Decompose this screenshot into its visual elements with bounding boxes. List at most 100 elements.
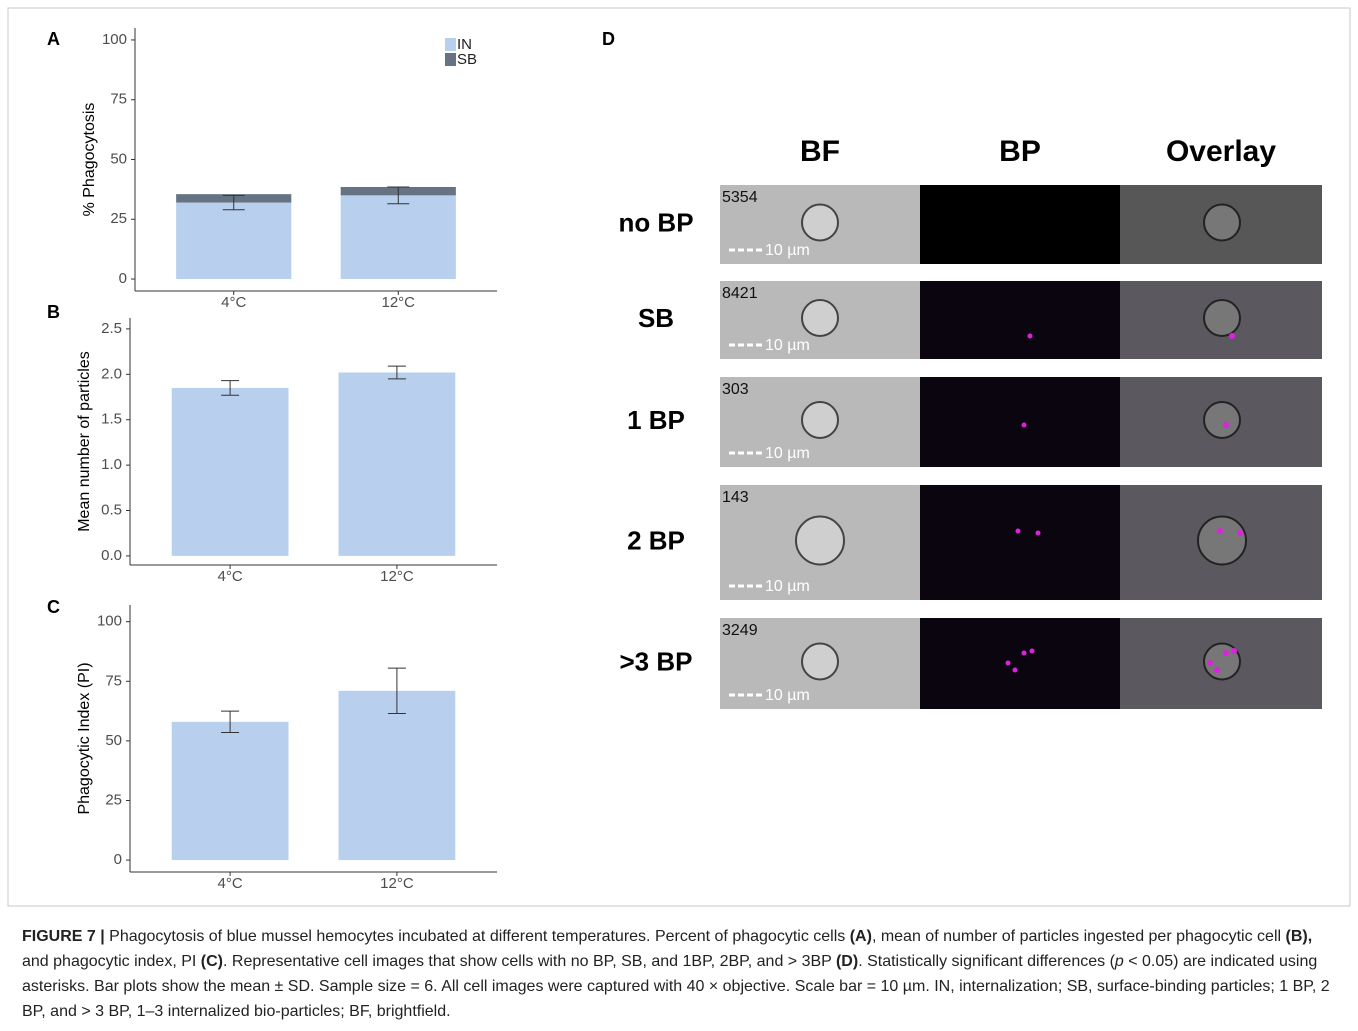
particle xyxy=(1036,531,1041,536)
column-header: BP xyxy=(999,135,1041,168)
x-tick-label: 12°C xyxy=(380,875,414,892)
x-tick-label: 4°C xyxy=(217,875,242,892)
particle xyxy=(1028,334,1033,339)
bar-segment xyxy=(176,203,291,280)
cell-id: 303 xyxy=(722,381,749,398)
caption-text: . Statistically significant differences … xyxy=(858,953,1115,970)
particle xyxy=(1016,529,1021,534)
particle xyxy=(1214,667,1220,673)
panel-label: B xyxy=(47,302,60,322)
particle xyxy=(1223,422,1229,428)
y-tick-label: 50 xyxy=(110,150,127,167)
caption-ref: (C) xyxy=(201,953,223,970)
cell xyxy=(802,644,838,680)
caption-ref: (B), xyxy=(1286,928,1313,945)
cell xyxy=(796,517,844,565)
particle xyxy=(1022,651,1027,656)
bp-image xyxy=(920,281,1120,359)
bp-image xyxy=(920,185,1120,264)
cell xyxy=(1198,517,1246,565)
y-tick-label: 25 xyxy=(110,210,127,227)
bp-image xyxy=(920,618,1120,709)
particle xyxy=(1229,333,1235,339)
bp-image xyxy=(920,377,1120,467)
y-tick-label: 1.5 xyxy=(101,411,122,428)
y-axis-title: Phagocytic Index (PI) xyxy=(76,662,93,814)
scale-label: 10 µm xyxy=(765,578,810,595)
caption-ref: (A) xyxy=(850,928,872,945)
particle xyxy=(1207,660,1213,666)
caption-label: FIGURE 7 | xyxy=(22,928,105,945)
particle xyxy=(1030,649,1035,654)
caption-text: Phagocytosis of blue mussel hemocytes in… xyxy=(105,928,850,945)
particle xyxy=(1006,661,1011,666)
particle xyxy=(1223,650,1229,656)
cell-id: 5354 xyxy=(722,189,758,206)
column-header: Overlay xyxy=(1166,135,1276,168)
y-tick-label: 75 xyxy=(105,672,122,689)
bar xyxy=(339,691,456,860)
row-label: no BP xyxy=(618,207,693,237)
y-tick-label: 25 xyxy=(105,791,122,808)
page: A% Phagocytosis02550751004°C12°CINSBBMea… xyxy=(0,0,1358,1031)
y-tick-label: 0 xyxy=(114,851,122,868)
scale-label: 10 µm xyxy=(765,445,810,462)
cell-id: 3249 xyxy=(722,622,758,639)
panel-label: A xyxy=(47,29,60,49)
caption: FIGURE 7 | Phagocytosis of blue mussel h… xyxy=(22,924,1340,1024)
scale-label: 10 µm xyxy=(765,242,810,259)
y-tick-label: 2.5 xyxy=(101,320,122,337)
bar xyxy=(172,722,289,860)
y-tick-label: 75 xyxy=(110,91,127,108)
y-tick-label: 0.0 xyxy=(101,547,122,564)
y-axis-title: % Phagocytosis xyxy=(81,103,98,217)
y-tick-label: 2.0 xyxy=(101,365,122,382)
y-tick-label: 50 xyxy=(105,732,122,749)
row-label: 2 BP xyxy=(627,525,685,555)
y-tick-label: 100 xyxy=(102,31,127,48)
legend-label: SB xyxy=(457,51,477,68)
column-header: BF xyxy=(800,135,840,168)
legend-swatch xyxy=(445,38,456,51)
bar xyxy=(172,388,289,556)
caption-italic: p xyxy=(1115,953,1124,970)
particle xyxy=(1217,528,1223,534)
y-tick-label: 0.5 xyxy=(101,501,122,518)
legend-swatch xyxy=(445,53,456,66)
particle xyxy=(1231,648,1237,654)
cell-id: 8421 xyxy=(722,285,758,302)
cell xyxy=(802,300,838,336)
x-tick-label: 12°C xyxy=(380,568,414,585)
x-tick-label: 4°C xyxy=(217,568,242,585)
caption-ref: (D) xyxy=(836,953,858,970)
y-tick-label: 1.0 xyxy=(101,456,122,473)
row-label: 1 BP xyxy=(627,405,685,435)
caption-text: , mean of number of particles ingested p… xyxy=(872,928,1286,945)
y-tick-label: 100 xyxy=(97,613,122,630)
panel-label: C xyxy=(47,597,60,617)
cell xyxy=(1204,205,1240,241)
row-label: SB xyxy=(638,303,674,333)
x-tick-label: 12°C xyxy=(382,294,416,311)
y-tick-label: 0 xyxy=(119,270,127,287)
bp-image xyxy=(920,485,1120,600)
cell xyxy=(1204,300,1240,336)
bar xyxy=(339,372,456,555)
scale-label: 10 µm xyxy=(765,687,810,704)
cell xyxy=(802,402,838,438)
y-axis-title: Mean number of particles xyxy=(76,351,93,532)
scale-label: 10 µm xyxy=(765,337,810,354)
panel-label: D xyxy=(602,29,615,49)
cell xyxy=(1204,402,1240,438)
particle xyxy=(1237,530,1243,536)
cell-id: 143 xyxy=(722,489,749,506)
x-tick-label: 4°C xyxy=(221,294,246,311)
caption-text: and phagocytic index, PI xyxy=(22,953,201,970)
row-label: >3 BP xyxy=(620,646,693,676)
cell xyxy=(802,205,838,241)
caption-text: . Representative cell images that show c… xyxy=(223,953,836,970)
particle xyxy=(1022,423,1027,428)
particle xyxy=(1013,668,1018,673)
bar-segment xyxy=(341,195,456,279)
